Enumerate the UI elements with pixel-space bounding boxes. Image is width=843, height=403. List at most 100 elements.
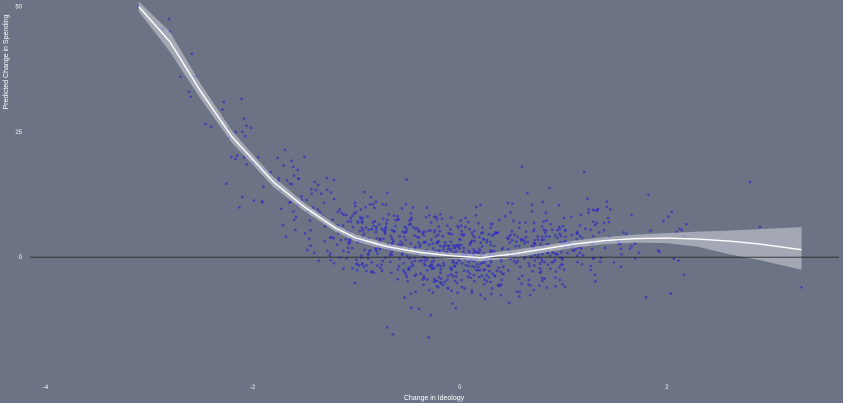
data-point xyxy=(672,257,676,261)
data-point xyxy=(439,264,443,268)
data-point xyxy=(482,261,486,265)
data-point xyxy=(222,100,226,104)
data-point xyxy=(256,155,260,159)
data-point xyxy=(418,245,422,248)
data-point xyxy=(435,240,439,244)
data-point xyxy=(597,230,601,234)
data-point xyxy=(347,242,351,246)
data-point xyxy=(605,200,609,204)
data-point xyxy=(523,242,526,245)
data-point xyxy=(335,243,339,247)
data-point xyxy=(584,227,587,230)
data-point xyxy=(457,247,461,250)
data-point xyxy=(497,266,500,269)
data-point xyxy=(341,224,345,228)
data-point xyxy=(607,220,611,224)
data-point xyxy=(518,295,521,298)
data-point xyxy=(644,295,648,299)
data-point xyxy=(528,284,532,287)
data-point xyxy=(496,231,499,235)
data-point xyxy=(418,243,422,246)
data-point xyxy=(501,246,505,250)
data-point xyxy=(532,221,536,225)
data-point xyxy=(509,257,512,261)
data-point xyxy=(518,221,521,225)
data-point xyxy=(451,302,454,305)
data-point xyxy=(351,266,354,270)
data-point xyxy=(633,242,637,245)
data-point xyxy=(511,202,514,205)
data-point xyxy=(249,126,253,130)
data-point xyxy=(390,237,394,241)
data-point xyxy=(453,279,457,283)
data-point xyxy=(332,178,336,182)
data-point xyxy=(380,263,383,267)
data-point xyxy=(459,224,463,227)
data-point xyxy=(532,228,536,231)
data-point xyxy=(506,201,510,205)
data-point xyxy=(409,306,413,309)
data-point xyxy=(628,247,632,250)
x-axis-title: Change in Ideology xyxy=(404,395,465,402)
data-point xyxy=(467,260,471,264)
data-point xyxy=(240,130,244,134)
data-point xyxy=(380,269,384,273)
data-point xyxy=(557,203,561,207)
data-point xyxy=(540,277,544,280)
data-point xyxy=(454,261,457,265)
x-tick-label: 0 xyxy=(458,385,462,391)
data-point xyxy=(269,170,272,174)
data-point xyxy=(292,165,295,169)
data-point xyxy=(332,197,336,201)
data-point xyxy=(471,234,475,237)
data-point xyxy=(361,228,365,232)
data-point xyxy=(558,266,561,269)
data-point xyxy=(313,180,317,184)
data-point xyxy=(485,273,489,277)
data-point xyxy=(362,265,366,269)
data-point xyxy=(339,238,343,242)
data-point xyxy=(499,293,503,297)
data-point xyxy=(361,220,364,223)
data-point xyxy=(450,232,454,236)
data-point xyxy=(385,191,389,195)
data-point xyxy=(376,252,379,256)
data-point xyxy=(582,170,586,174)
data-point xyxy=(296,168,300,172)
data-point xyxy=(482,238,485,241)
data-point xyxy=(443,241,447,244)
data-point xyxy=(294,228,297,232)
data-point xyxy=(371,220,375,224)
data-point xyxy=(329,190,333,194)
data-point xyxy=(489,243,493,247)
data-point xyxy=(544,234,548,238)
data-point xyxy=(518,265,522,269)
data-point xyxy=(282,164,285,167)
data-point xyxy=(519,237,523,241)
data-point xyxy=(619,265,623,269)
data-point xyxy=(510,238,514,242)
data-point xyxy=(331,218,334,222)
data-point xyxy=(460,243,463,247)
data-point xyxy=(417,307,421,311)
data-point xyxy=(375,236,379,240)
data-point xyxy=(396,277,400,281)
data-point xyxy=(178,75,182,79)
data-point xyxy=(558,278,562,282)
data-point xyxy=(462,250,465,253)
data-point xyxy=(439,212,442,216)
data-point xyxy=(411,225,415,229)
data-point xyxy=(374,200,378,204)
data-point xyxy=(427,264,431,268)
data-point xyxy=(432,280,436,284)
data-point xyxy=(598,260,602,264)
data-point xyxy=(530,203,534,207)
data-point xyxy=(341,213,345,216)
data-point xyxy=(396,214,399,218)
data-point xyxy=(457,226,460,230)
data-point xyxy=(260,199,264,203)
data-point xyxy=(566,251,569,255)
data-point xyxy=(422,262,426,266)
